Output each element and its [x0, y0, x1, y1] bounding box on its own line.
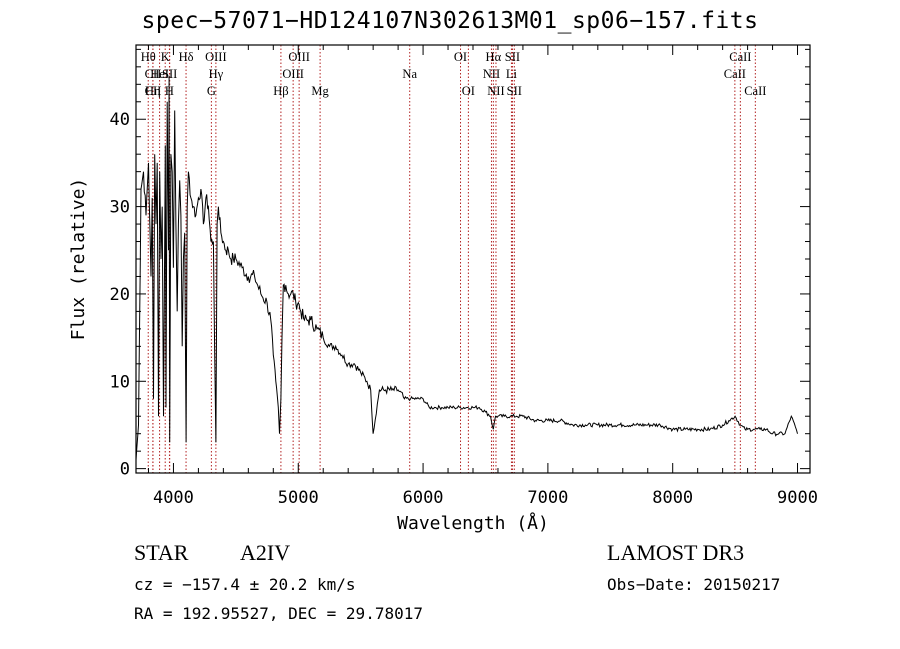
spectral-line-label: CII [145, 67, 162, 81]
y-axis-title: Flux (relative) [68, 178, 89, 341]
spectral-line-label: OIII [205, 50, 227, 64]
spectral-line-label: CaII [744, 84, 766, 98]
x-tick-label: 9000 [777, 488, 818, 508]
spectral-line-label: Hδ [179, 50, 194, 64]
spectral-line-label: Na [402, 67, 417, 81]
spectral-line-label: OI [454, 50, 467, 64]
spectral-line-label: K [161, 50, 170, 64]
y-tick-label: 0 [120, 460, 130, 480]
axis-ticks: 4000 5000 6000 7000 8000 9000 0 10 20 30 40 [110, 45, 818, 508]
spectral-line-label: HeI [150, 67, 169, 81]
spectral-line-label: OIII [288, 50, 310, 64]
spectral-line-label: CaII [729, 50, 751, 64]
spectral-line-label: CII [145, 84, 162, 98]
spectral-line-label: SII [162, 67, 177, 81]
plot-frame [135, 44, 811, 474]
spectral-line-label: SII [507, 84, 522, 98]
series-group [135, 75, 798, 460]
y-tick-label: 20 [110, 285, 130, 305]
coordinates: RA = 192.95527, DEC = 29.78017 [134, 604, 423, 623]
x-tick-label: 4000 [153, 488, 194, 508]
y-tick-label: 40 [110, 110, 130, 130]
redshift-info: cz = −157.4 ± 20.2 km/s [134, 575, 356, 594]
chart-title: spec−57071−HD124107N302613M01_sp06−157.f… [141, 8, 759, 34]
subclass: A2IV [240, 540, 291, 565]
x-tick-label: 7000 [527, 488, 568, 508]
x-tick-label: 5000 [278, 488, 319, 508]
spectral-line-label: Hγ [209, 67, 224, 81]
spectral-line-label: NII [487, 84, 504, 98]
survey-name: LAMOST DR3 [607, 540, 745, 565]
spectral-line-label: H [165, 84, 174, 98]
observation-date: Obs−Date: 20150217 [607, 575, 781, 594]
spectral-line-label: Hθ [141, 50, 156, 64]
spectral-line-label: G [207, 84, 216, 98]
x-tick-label: 8000 [652, 488, 693, 508]
spectral-line-label: Hβ [273, 84, 288, 98]
x-axis-title: Wavelength (Å) [397, 512, 549, 534]
spectral-line-label: SII [505, 50, 520, 64]
spectral-line-label: OI [462, 84, 475, 98]
y-tick-label: 30 [110, 198, 130, 218]
y-tick-label: 10 [110, 372, 130, 392]
spectral-line-label: Hη [145, 84, 161, 98]
spectral-line-label: CaII [724, 67, 746, 81]
x-tick-label: 6000 [403, 488, 444, 508]
spectral-line-label: Mg [311, 84, 329, 98]
spectral-line-label: OIII [282, 67, 304, 81]
spectral-line-label: Hα [486, 50, 502, 64]
series-flux [135, 75, 798, 460]
spectral-line-label: NII [483, 67, 500, 81]
spectral-line-label: Li [506, 67, 518, 81]
spectral-line-markers [147, 45, 756, 473]
object-type: STAR [134, 540, 189, 565]
